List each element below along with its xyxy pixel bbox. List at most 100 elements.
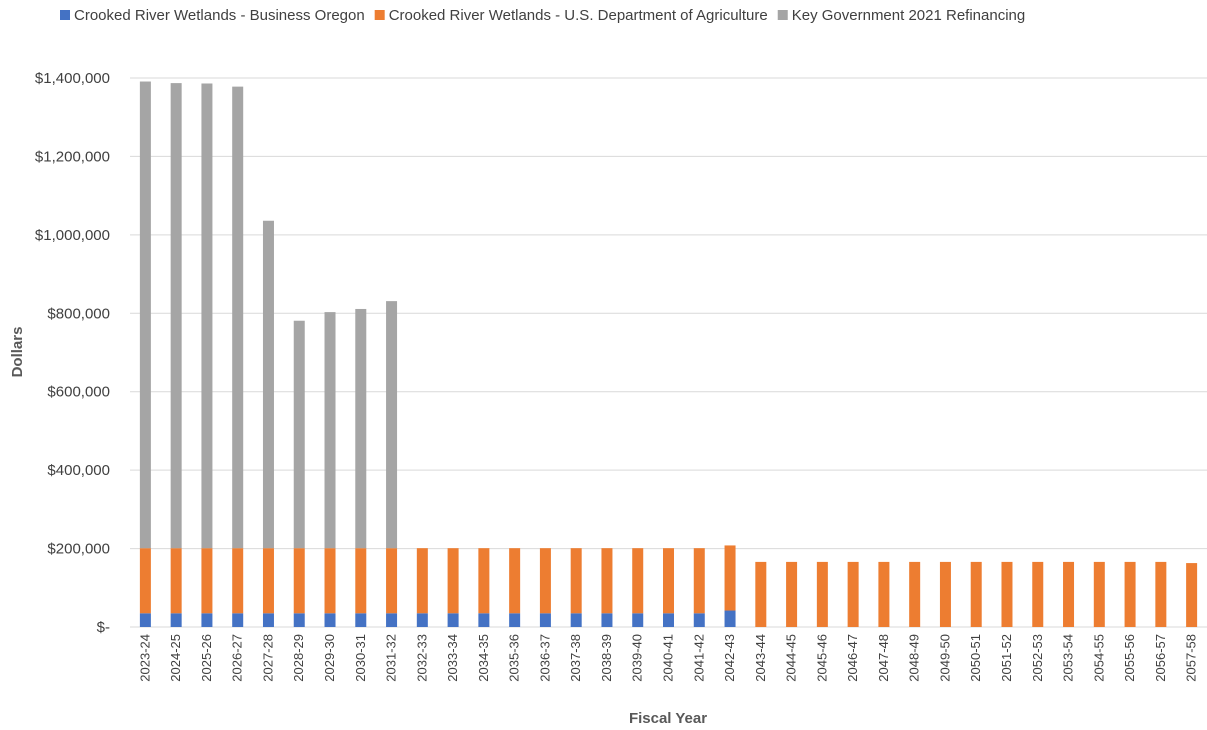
bar-segment-series-3-2029-30 — [324, 312, 336, 549]
bar-segment-series-1-2030-31 — [355, 613, 367, 627]
x-tick-label: 2052-53 — [1030, 634, 1045, 682]
bar-segment-series-2-2025-26 — [201, 548, 213, 614]
legend-label: Crooked River Wetlands - U.S. Department… — [389, 7, 768, 24]
x-axis-ticks: 2023-24 2024-25 2025-26 2026-27 2027-28 2028-… — [137, 634, 1198, 682]
bar-segment-series-1-2039-40 — [632, 613, 644, 627]
x-tick-label: 2045-46 — [814, 634, 829, 682]
y-tick-label: $600,000 — [47, 384, 110, 401]
y-tick-label: $1,000,000 — [35, 227, 110, 244]
legend-swatch — [777, 10, 788, 20]
bar-segment-series-2-2037-38 — [570, 548, 582, 614]
x-tick-label: 2028-29 — [291, 634, 306, 682]
bar-segment-series-3-2027-28 — [262, 220, 274, 549]
bar-segment-series-2-2040-41 — [663, 548, 674, 614]
x-tick-label: 2057-58 — [1184, 634, 1199, 682]
legend-item: Crooked River Wetlands - Business Oregon — [60, 7, 365, 24]
bar-segment-series-3-2025-26 — [201, 83, 213, 549]
x-tick-label: 2030-31 — [353, 634, 368, 682]
x-tick-label: 2039-40 — [630, 634, 645, 682]
legend-label: Key Government 2021 Refinancing — [792, 7, 1025, 24]
bar-segment-series-2-2046-47 — [847, 561, 859, 627]
legend-item: Key Government 2021 Refinancing — [777, 7, 1025, 24]
x-tick-label: 2024-25 — [168, 634, 183, 682]
legend: Crooked River Wetlands - Business Oregon… — [60, 7, 1025, 24]
bar-segment-series-2-2026-27 — [232, 548, 244, 614]
bar-segment-series-1-2033-34 — [447, 613, 459, 627]
bar-segment-series-2-2029-30 — [324, 548, 336, 614]
bar-segment-series-2-2039-40 — [632, 548, 644, 614]
x-tick-label: 2032-33 — [414, 634, 429, 682]
bar-segment-series-1-2032-33 — [416, 613, 428, 627]
x-tick-label: 2033-34 — [445, 634, 460, 682]
x-tick-label: 2041-42 — [691, 634, 706, 682]
legend-swatch — [374, 10, 385, 20]
x-tick-label: 2042-43 — [722, 634, 737, 682]
bar-segment-series-2-2023-24 — [139, 548, 151, 614]
bar-segment-series-1-2031-32 — [386, 613, 398, 627]
bar-segment-series-2-2024-25 — [170, 548, 182, 614]
x-tick-label: 2055-56 — [1122, 634, 1137, 682]
x-tick-label: 2040-41 — [661, 634, 676, 682]
x-tick-label: 2034-35 — [476, 634, 491, 682]
bar-segment-series-1-2027-28 — [262, 613, 274, 627]
legend-label: Crooked River Wetlands - Business Oregon — [74, 7, 365, 24]
x-tick-label: 2027-28 — [260, 634, 275, 682]
bars — [139, 81, 1198, 627]
bar-segment-series-2-2052-53 — [1032, 561, 1044, 627]
bar-segment-series-1-2034-35 — [478, 613, 490, 627]
x-tick-label: 2050-51 — [968, 634, 983, 682]
bar-segment-series-3-2026-27 — [232, 86, 244, 549]
bar-segment-series-2-2054-55 — [1093, 561, 1105, 627]
x-axis-title: Fiscal Year — [629, 710, 707, 727]
bar-segment-series-1-2040-41 — [663, 613, 674, 627]
bar-segment-series-2-2027-28 — [262, 548, 274, 614]
bar-segment-series-1-2038-39 — [601, 613, 613, 627]
bar-segment-series-2-2043-44 — [755, 561, 767, 627]
bar-segment-series-2-2045-46 — [816, 561, 828, 627]
bar-segment-series-3-2031-32 — [386, 301, 398, 549]
bar-segment-series-2-2035-36 — [509, 548, 521, 614]
bar-segment-series-1-2023-24 — [139, 613, 151, 627]
bar-segment-series-3-2030-31 — [355, 308, 367, 549]
y-tick-label: $1,400,000 — [35, 70, 110, 87]
y-axis-ticks: $- $200,000 $400,000 $600,000 $800,000 $1,000… — [35, 70, 110, 636]
bar-segment-series-1-2042-43 — [724, 610, 736, 627]
x-tick-label: 2044-45 — [784, 634, 799, 682]
bar-segment-series-2-2038-39 — [601, 548, 613, 614]
bar-segment-series-1-2037-38 — [570, 613, 582, 627]
bar-segment-series-1-2029-30 — [324, 613, 336, 627]
x-tick-label: 2031-32 — [384, 634, 399, 682]
bar-segment-series-2-2030-31 — [355, 548, 367, 614]
bar-segment-series-2-2032-33 — [416, 548, 428, 614]
bar-segment-series-2-2055-56 — [1124, 561, 1136, 627]
bar-segment-series-1-2024-25 — [170, 613, 182, 627]
x-tick-label: 2036-37 — [537, 634, 552, 682]
bar-segment-series-2-2047-48 — [878, 561, 890, 627]
y-tick-label: $800,000 — [47, 305, 110, 322]
bar-segment-series-2-2057-58 — [1186, 563, 1198, 627]
bar-segment-series-1-2036-37 — [539, 613, 551, 627]
x-tick-label: 2051-52 — [999, 634, 1014, 682]
bar-segment-series-2-2051-52 — [1001, 561, 1013, 627]
y-tick-label: $- — [97, 619, 110, 636]
bar-segment-series-2-2042-43 — [724, 545, 736, 611]
bar-segment-series-3-2023-24 — [139, 81, 151, 549]
y-tick-label: $400,000 — [47, 462, 110, 479]
bar-segment-series-1-2028-29 — [293, 613, 305, 627]
gridlines — [130, 77, 1207, 628]
x-tick-label: 2053-54 — [1061, 634, 1076, 682]
bar-segment-series-2-2031-32 — [386, 548, 398, 614]
y-tick-label: $200,000 — [47, 541, 110, 558]
x-tick-label: 2023-24 — [137, 634, 152, 682]
legend-item: Crooked River Wetlands - U.S. Department… — [374, 7, 768, 24]
x-tick-label: 2038-39 — [599, 634, 614, 682]
bar-segment-series-2-2041-42 — [693, 548, 705, 614]
bar-segment-series-2-2050-51 — [970, 561, 982, 627]
x-tick-label: 2048-49 — [907, 634, 922, 682]
bar-segment-series-2-2028-29 — [293, 548, 305, 614]
bar-segment-series-3-2024-25 — [170, 83, 182, 549]
x-tick-label: 2049-50 — [937, 634, 952, 682]
x-tick-label: 2046-47 — [845, 634, 860, 682]
x-tick-label: 2035-36 — [507, 634, 522, 682]
